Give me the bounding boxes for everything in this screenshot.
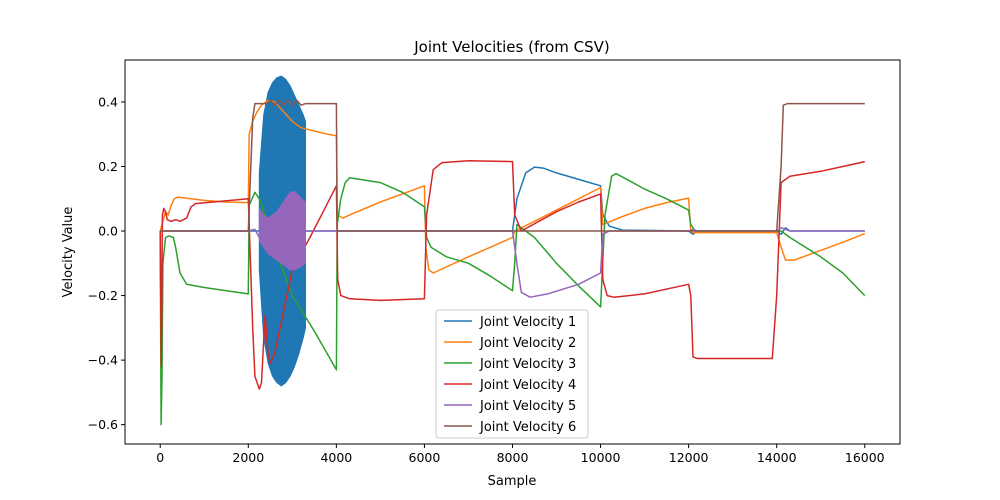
x-tick-label: 2000 [232,450,264,465]
series-6 [160,99,865,232]
legend-label: Joint Velocity 3 [479,357,576,372]
y-axis-label: Velocity Value [61,207,76,298]
legend-item: Joint Velocity 3 [444,357,576,372]
series-4 [159,159,865,390]
series-line [160,99,865,232]
legend-item: Joint Velocity 6 [444,420,576,435]
y-tick-label: −0.4 [88,353,118,368]
x-tick-label: 6000 [409,450,441,465]
series-oscillation-band [258,191,306,271]
axes-layer: 0 2000 4000 6000 8000 10000 12000 14000 16000 0.4… [88,94,885,465]
series-line [159,172,866,426]
x-tick-label: 12000 [669,450,709,465]
x-tick-label: 16000 [845,450,885,465]
legend-item: Joint Velocity 2 [444,336,576,351]
x-tick-label: 8000 [497,450,529,465]
chart-title: Joint Velocities (from CSV) [413,38,610,56]
legend-label: Joint Velocity 2 [479,336,576,351]
series-line [159,159,865,390]
legend-label: Joint Velocity 5 [479,399,576,414]
legend-item: Joint Velocity 4 [444,378,576,393]
legend-label: Joint Velocity 4 [479,378,576,393]
x-tick-label: 4000 [320,450,352,465]
legend-item: Joint Velocity 5 [444,399,576,414]
y-tick-label: 0.4 [98,94,118,109]
y-tick-label: 0.2 [98,159,118,174]
plot-layer [159,75,866,426]
x-tick-label: 10000 [581,450,621,465]
legend-item: Joint Velocity 1 [444,315,576,330]
series-line [305,227,865,298]
x-tick-label: 14000 [757,450,797,465]
y-tick-label: 0.0 [98,224,118,239]
legend-label: Joint Velocity 6 [479,420,576,435]
legend-label: Joint Velocity 1 [479,315,576,330]
legend: Joint Velocity 1 Joint Velocity 2 Joint Ve… [435,309,589,439]
y-tick-label: −0.2 [88,288,118,303]
legend-box [435,309,589,439]
series-3 [159,172,866,426]
x-axis-label: Sample [488,474,537,489]
y-tick-label: −0.6 [88,417,118,432]
x-tick-label: 0 [156,450,164,465]
